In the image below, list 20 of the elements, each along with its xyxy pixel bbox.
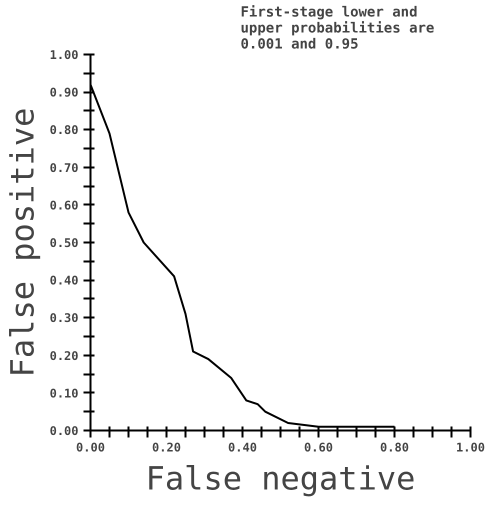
x-tick-label: 0.80: [380, 440, 409, 454]
x-tick-label: 0.20: [152, 440, 181, 454]
x-tick-label: 0.40: [228, 440, 257, 454]
y-tick-label: 0.80: [50, 123, 79, 138]
x-tick-label: 1.00: [456, 440, 485, 454]
y-axis-title: False positive: [4, 108, 42, 378]
chart-title: First-stage lower and upper probabilities are 0.001 and 0.95: [240, 4, 434, 52]
y-tick-label: 0.10: [50, 386, 79, 400]
y-tick-label: 0.60: [50, 198, 79, 212]
y-tick-label: 0.00: [50, 424, 79, 438]
y-tick-label: 0.90: [50, 86, 79, 100]
x-tick-label: 0.60: [304, 440, 333, 454]
y-tick-label: 0.40: [50, 274, 79, 288]
y-tick-label: 0.50: [50, 236, 79, 250]
y-tick-label: 0.20: [50, 348, 79, 363]
y-tick-label: 1.00: [50, 48, 79, 62]
x-axis-title: False negative: [146, 460, 416, 498]
y-tick-label: 0.70: [50, 160, 79, 175]
x-tick-label: 0.00: [76, 440, 105, 454]
y-tick-label: 0.30: [50, 311, 79, 326]
